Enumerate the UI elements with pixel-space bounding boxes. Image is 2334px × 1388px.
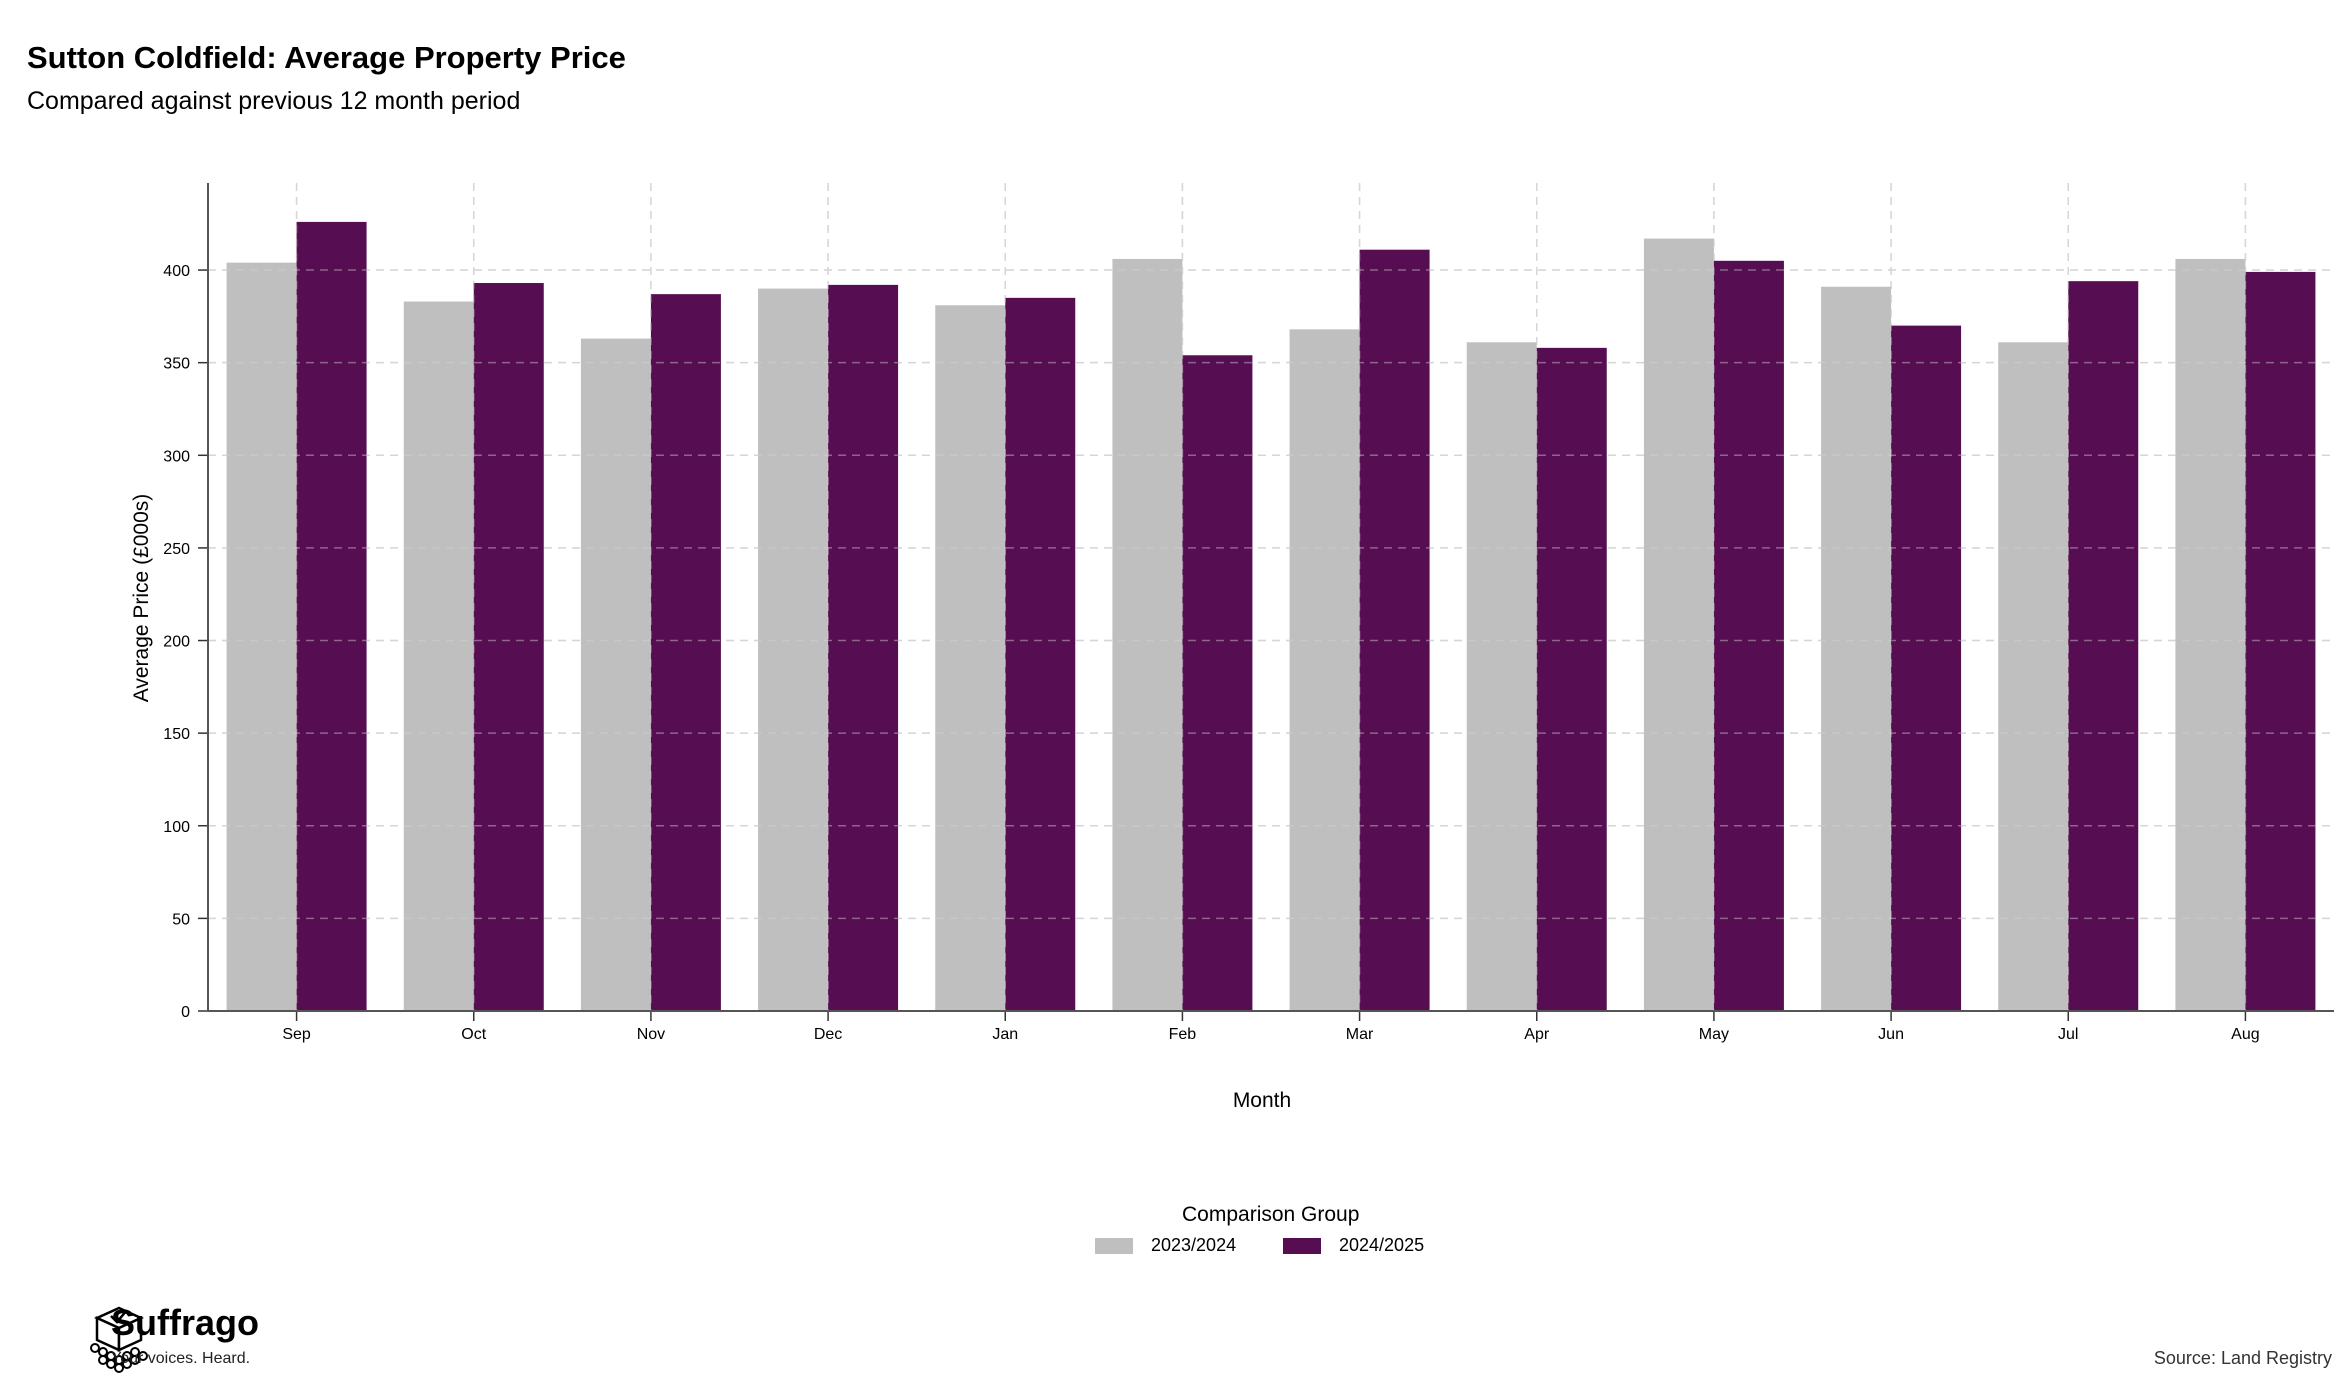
source-note: Source: Land Registry xyxy=(2153,1348,2332,1368)
x-axis-title: Month xyxy=(1233,1089,1291,1112)
bar-2024-2025-feb xyxy=(1182,355,1253,1012)
bar-2024-2025-mar xyxy=(1359,249,1430,1011)
bar-2023-2024-jun xyxy=(1821,286,1892,1011)
legend-title: Comparison Group xyxy=(1182,1203,1360,1226)
bar-2024-2025-may xyxy=(1713,260,1784,1011)
bar-2024-2025-jul xyxy=(2068,281,2139,1011)
y-tick-label: 200 xyxy=(163,634,190,651)
bar-2023-2024-jan xyxy=(935,305,1006,1012)
legend-item-2024-2025: 2024/2025 xyxy=(1283,1235,1424,1256)
x-tick-label: Oct xyxy=(461,1026,486,1043)
chart-title: Sutton Coldfield: Average Property Price xyxy=(27,40,626,75)
x-tick-label: Sep xyxy=(282,1026,311,1043)
y-tick-label: 350 xyxy=(163,356,190,373)
bar-2023-2024-nov xyxy=(580,338,651,1012)
chart-subtitle: Compared against previous 12 month perio… xyxy=(27,87,521,115)
bar-2024-2025-jun xyxy=(1891,325,1962,1011)
x-tick-label: Apr xyxy=(1524,1026,1550,1043)
bar-2024-2025-aug xyxy=(2245,271,2316,1012)
x-tick-label: Nov xyxy=(637,1026,665,1043)
ballot-box-logo-icon xyxy=(90,1306,148,1373)
bar-2023-2024-feb xyxy=(1112,258,1183,1012)
bars xyxy=(208,183,2334,1012)
bar-2023-2024-jul xyxy=(1998,342,2069,1011)
y-axis-title: Average Price (£000s) xyxy=(130,494,153,703)
legend-item-2023-2024: 2023/2024 xyxy=(1095,1235,1236,1256)
axes: 0 50 100 150 200 250 300 350 400 Sep Oct Nov Dec Jan F… xyxy=(163,183,2334,1043)
legend-swatch-2024-2025 xyxy=(1283,1237,1321,1254)
bar-2024-2025-jan xyxy=(1005,297,1076,1011)
x-tick-label: Jan xyxy=(992,1026,1018,1043)
bar-2023-2024-may xyxy=(1643,238,1714,1012)
x-tick-label: Aug xyxy=(2231,1026,2259,1043)
x-tick-label: Jul xyxy=(2058,1026,2078,1043)
legend-label-2024-2025: 2024/2025 xyxy=(1339,1235,1425,1255)
bar-2024-2025-apr xyxy=(1536,347,1607,1011)
bar-2023-2024-apr xyxy=(1466,342,1537,1011)
bar-2023-2024-oct xyxy=(403,301,474,1012)
y-tick-label: 300 xyxy=(163,448,190,465)
x-tick-label: Jun xyxy=(1878,1026,1904,1043)
y-tick-label: 100 xyxy=(163,819,190,836)
x-tick-label: Dec xyxy=(814,1026,842,1043)
legend-label-2023-2024: 2023/2024 xyxy=(1151,1235,1237,1255)
y-tick-label: 400 xyxy=(163,263,190,280)
legend-swatch-2023-2024 xyxy=(1095,1237,1133,1254)
x-tick-label: May xyxy=(1699,1026,1729,1043)
bar-chart: 0 50 100 150 200 250 300 350 400 Sep Oct Nov Dec Jan F… xyxy=(130,183,2334,1112)
bar-2024-2025-sep xyxy=(296,221,367,1012)
y-tick-label: 50 xyxy=(172,911,190,928)
bar-2024-2025-nov xyxy=(650,294,721,1011)
x-tick-label: Feb xyxy=(1169,1026,1197,1043)
bar-2024-2025-oct xyxy=(473,283,544,1011)
x-tick-label: Mar xyxy=(1346,1026,1374,1043)
bar-2023-2024-sep xyxy=(226,262,297,1011)
bar-2023-2024-dec xyxy=(758,288,829,1012)
bar-2024-2025-dec xyxy=(828,284,899,1012)
y-tick-label: 0 xyxy=(181,1004,190,1021)
y-tick-label: 250 xyxy=(163,541,190,558)
brand-name: Suffrago xyxy=(111,1302,259,1343)
brand-tagline: Your voices. Heard. xyxy=(111,1350,251,1367)
bar-2023-2024-mar xyxy=(1289,329,1360,1011)
y-tick-label: 150 xyxy=(163,726,190,743)
bar-2023-2024-aug xyxy=(2175,258,2246,1012)
